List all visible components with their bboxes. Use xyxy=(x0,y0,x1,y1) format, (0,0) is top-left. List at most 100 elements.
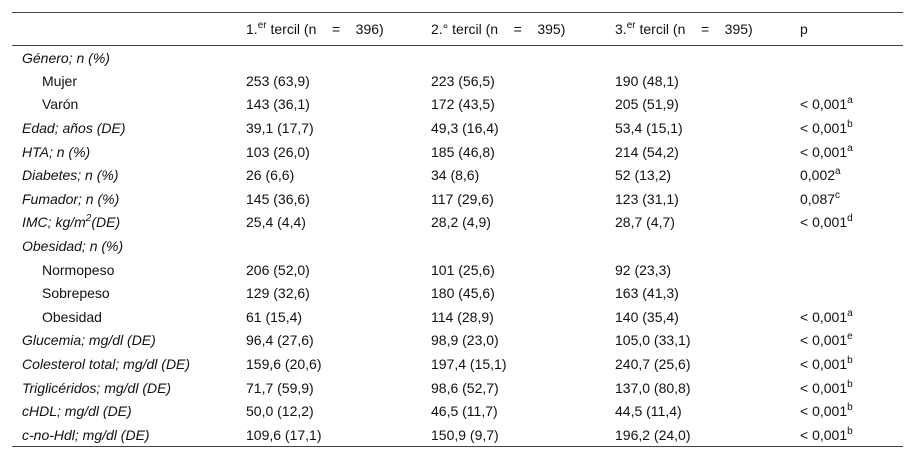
cell-value: 145 (36,6) xyxy=(246,190,310,207)
cell-value: 105,0 (33,1) xyxy=(615,332,691,349)
text: < 0,001 xyxy=(800,403,848,420)
text: < 0,001 xyxy=(800,379,848,396)
cell-value: 240,7 (25,6) xyxy=(615,356,691,373)
text: < 0,001 xyxy=(800,356,848,373)
table-row: Edad; años (DE) 39,1 (17,7) 49,3 (16,4) 53,… xyxy=(12,116,903,140)
p-value: < 0,001a xyxy=(800,93,903,117)
cell: 137,0 (80,8) xyxy=(615,376,800,400)
superscript: e xyxy=(847,331,853,343)
cell-value: 103 (26,0) xyxy=(246,143,310,160)
p-value: < 0,001b xyxy=(800,423,903,448)
cell-value: 196,2 (24,0) xyxy=(615,426,691,443)
p-value: 0,002a xyxy=(800,163,903,187)
text: c-no-Hdl; mg/dl (DE) xyxy=(22,426,150,443)
cell-value: 180 (45,6) xyxy=(431,285,495,302)
cell-value: 39,1 (17,7) xyxy=(246,120,314,137)
superscript: b xyxy=(847,355,853,367)
row-label: Mujer xyxy=(12,69,246,93)
cell: 50,0 (12,2) xyxy=(246,399,431,423)
text: Género; n (%) xyxy=(22,49,110,66)
cell-value: 109,6 (17,1) xyxy=(246,426,322,443)
cell: 117 (29,6) xyxy=(431,187,615,211)
row-label: Sobrepeso xyxy=(12,281,246,305)
table-row: Fumador; n (%) 145 (36,6) 117 (29,6) 123 (3… xyxy=(12,187,903,211)
row-label: c-no-Hdl; mg/dl (DE) xyxy=(12,423,246,448)
text: < 0,001 xyxy=(800,96,848,113)
table-row: Varón 143 (36,1) 172 (43,5) 205 (51,9) < 0,0… xyxy=(12,93,903,117)
text: 3. xyxy=(615,21,627,37)
text: 2.° tercil (n = 395) xyxy=(431,21,566,37)
cell: 39,1 (17,7) xyxy=(246,116,431,140)
row-label: Triglicéridos; mg/dl (DE) xyxy=(12,376,246,400)
cell-value: 71,7 (59,9) xyxy=(246,379,314,396)
table-row: cHDL; mg/dl (DE) 50,0 (12,2) 46,5 (11,7) 44… xyxy=(12,399,903,423)
text: p xyxy=(800,21,808,37)
cell-value: 185 (46,8) xyxy=(431,143,495,160)
superscript: c xyxy=(835,189,841,201)
superscript: er xyxy=(626,20,636,31)
p-value: < 0,001d xyxy=(800,211,903,235)
row-label: Género; n (%) xyxy=(12,46,246,70)
row-label: Varón xyxy=(12,93,246,117)
cell: 172 (43,5) xyxy=(431,93,615,117)
text: tercil (n = 396) xyxy=(266,21,384,37)
header-cell: 1.er tercil (n = 396) xyxy=(246,12,431,46)
cell-value: 137,0 (80,8) xyxy=(615,379,691,396)
superscript: b xyxy=(847,119,853,131)
cell-value: 44,5 (11,4) xyxy=(615,403,682,420)
cell xyxy=(246,46,431,70)
superscript: a xyxy=(835,166,841,178)
text: Colesterol total; mg/dl (DE) xyxy=(22,356,191,373)
row-label: Normopeso xyxy=(12,258,246,282)
cell-value: 117 (29,6) xyxy=(431,190,494,207)
cell: 44,5 (11,4) xyxy=(615,399,800,423)
cell: 49,3 (16,4) xyxy=(431,116,615,140)
cell-value: 206 (52,0) xyxy=(246,261,310,278)
cell: 145 (36,6) xyxy=(246,187,431,211)
text: Fumador; n (%) xyxy=(22,190,120,207)
text: (DE) xyxy=(91,214,121,231)
table-header: 1.er tercil (n = 396) 2.° tercil (n = 395… xyxy=(12,12,903,46)
p-value: < 0,001a xyxy=(800,305,903,329)
cell-value: 159,6 (20,6) xyxy=(246,356,322,373)
cell: 96,4 (27,6) xyxy=(246,329,431,353)
cell: 26 (6,6) xyxy=(246,163,431,187)
p-value: < 0,001e xyxy=(800,329,903,353)
text: Diabetes; n (%) xyxy=(22,167,119,184)
row-label: Fumador; n (%) xyxy=(12,187,246,211)
superscript: b xyxy=(847,425,853,437)
table-row: Obesidad 61 (15,4) 114 (28,9) 140 (35,4) < 0… xyxy=(12,305,903,329)
text: < 0,001 xyxy=(800,332,848,349)
cell: 71,7 (59,9) xyxy=(246,376,431,400)
p-value: < 0,001b xyxy=(800,376,903,400)
text: Normopeso xyxy=(42,261,115,278)
cell-value: 123 (31,1) xyxy=(615,190,679,207)
text: < 0,001 xyxy=(800,214,848,231)
table-row: Colesterol total; mg/dl (DE) 159,6 (20,6)… xyxy=(12,352,903,376)
cell: 205 (51,9) xyxy=(615,93,800,117)
text: < 0,001 xyxy=(800,308,848,325)
cell-value: 140 (35,4) xyxy=(615,308,679,325)
cell-value: 46,5 (11,7) xyxy=(431,403,498,420)
row-label: cHDL; mg/dl (DE) xyxy=(12,399,246,423)
cell: 52 (13,2) xyxy=(615,163,800,187)
cell: 98,9 (23,0) xyxy=(431,329,615,353)
cell: 143 (36,1) xyxy=(246,93,431,117)
text: tercil (n = 395) xyxy=(635,21,753,37)
cell: 197,4 (15,1) xyxy=(431,352,615,376)
text: < 0,001 xyxy=(800,143,848,160)
superscript: d xyxy=(847,213,853,225)
text: 0,002 xyxy=(800,167,836,184)
row-label: Diabetes; n (%) xyxy=(12,163,246,187)
superscript: b xyxy=(847,402,853,414)
text: HTA; n (%) xyxy=(22,143,91,160)
cell xyxy=(615,234,800,258)
cell: 129 (32,6) xyxy=(246,281,431,305)
header-cell xyxy=(12,12,246,46)
header-cell: 3.er tercil (n = 395) xyxy=(615,12,800,46)
cell: 214 (54,2) xyxy=(615,140,800,164)
p-value xyxy=(800,258,903,282)
cell: 223 (56,5) xyxy=(431,69,615,93)
cell-value: 92 (23,3) xyxy=(615,261,672,278)
cell-value: 114 (28,9) xyxy=(431,308,494,325)
